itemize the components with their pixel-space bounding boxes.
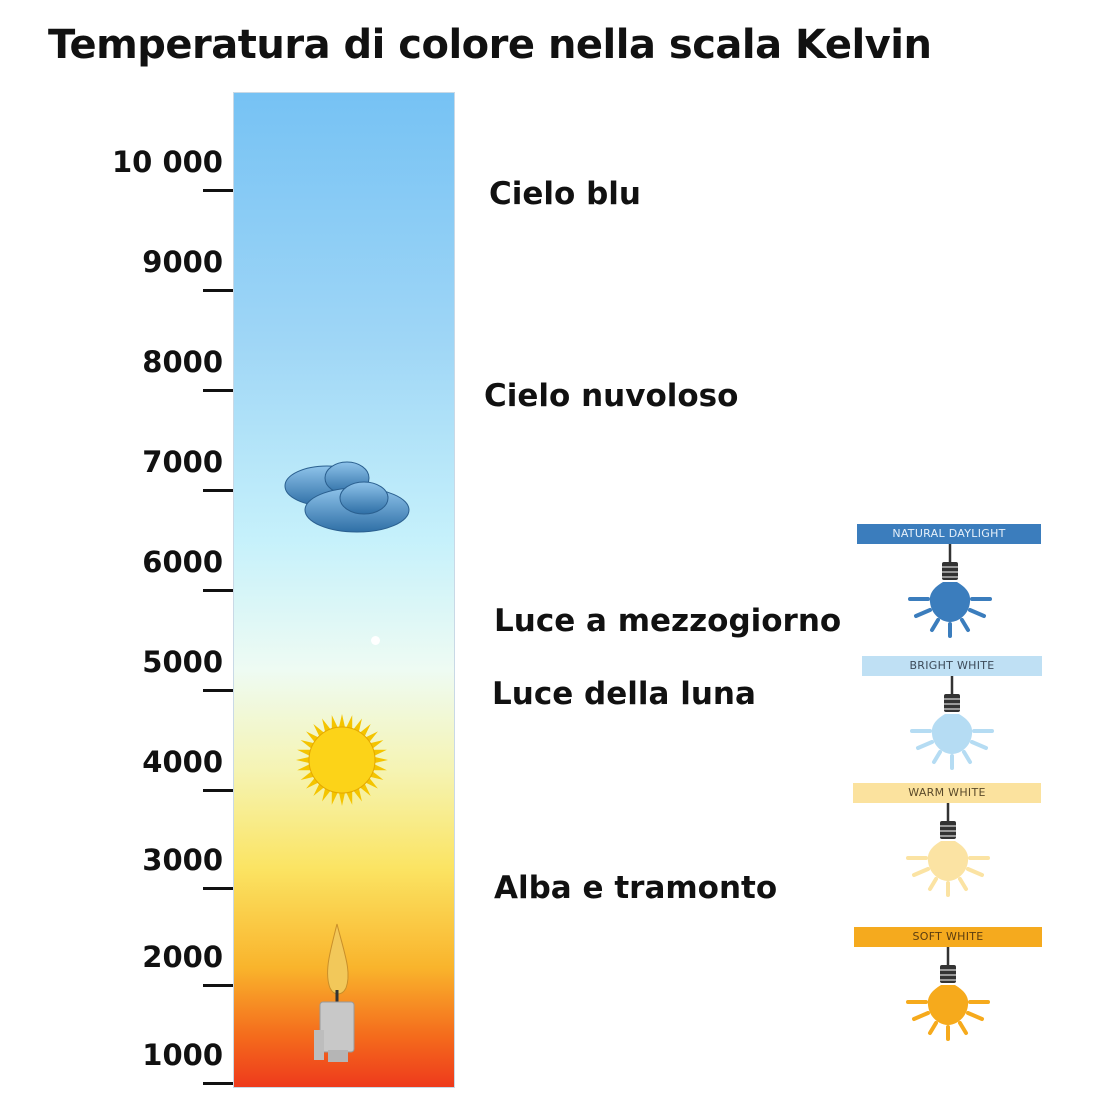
sun-ray <box>370 771 384 780</box>
scale-tick <box>203 389 233 392</box>
scale-tick-label: 1000 <box>142 1038 223 1072</box>
scale-tick <box>203 489 233 492</box>
sun-ray <box>353 788 362 802</box>
sun-ray <box>306 731 319 742</box>
kelvin-gradient-bar <box>233 92 455 1088</box>
candle-icon <box>314 923 355 1062</box>
bulb-label-bright-white: BRIGHT WHITE <box>862 656 1042 676</box>
sun-ray <box>322 788 331 802</box>
sun-ray <box>300 771 314 780</box>
label-luce-luna: Luce della luna <box>492 676 756 712</box>
sun-ray <box>374 757 388 763</box>
lightbulb-icon-bright-white <box>907 676 997 776</box>
sun-ray <box>365 778 378 789</box>
sun-ray <box>346 791 353 805</box>
sun-ray <box>339 792 345 806</box>
label-alba-tramonto: Alba e tramonto <box>494 870 778 906</box>
scale-tick-label: 10 000 <box>112 145 223 179</box>
bulb-label-warm-white: WARM WHITE <box>853 783 1041 803</box>
scale-tick-label: 9000 <box>142 245 223 279</box>
label-luce-mezzogiorno: Luce a mezzogiorno <box>494 603 842 639</box>
sun-ray <box>300 740 314 749</box>
label-cielo-nuvoloso: Cielo nuvoloso <box>484 378 739 414</box>
sun-ray <box>297 749 311 756</box>
scale-tick <box>203 1082 233 1085</box>
scale-tick <box>203 289 233 292</box>
page-title: Temperatura di colore nella scala Kelvin <box>48 22 932 68</box>
lightbulb-icon-soft-white <box>903 947 993 1047</box>
sun-ray <box>297 764 311 771</box>
sun-ray <box>313 724 324 737</box>
sun-ray <box>360 783 371 796</box>
sun-ray <box>353 718 362 732</box>
sun-ray <box>331 715 338 729</box>
lightbulb-icon-warm-white <box>903 803 993 903</box>
sun-ray <box>313 783 324 796</box>
scale-tick-label: 6000 <box>142 545 223 579</box>
sun-ray <box>365 731 378 742</box>
sun-ray <box>373 749 387 756</box>
sun-ray <box>370 740 384 749</box>
scale-tick-label: 5000 <box>142 645 223 679</box>
scale-tick <box>203 689 233 692</box>
scale-tick <box>203 984 233 987</box>
bulb-label-soft-white: SOFT WHITE <box>854 927 1042 947</box>
sun-ray <box>322 718 331 732</box>
sun-ray <box>306 778 319 789</box>
label-cielo-blu: Cielo blu <box>489 176 642 212</box>
sun-ray <box>339 714 345 728</box>
sun-ray <box>360 724 371 737</box>
sun-ray <box>346 715 353 729</box>
lightbulb-icon-natural-daylight <box>905 544 995 644</box>
moon-icon <box>371 636 380 645</box>
scale-tick <box>203 589 233 592</box>
scale-tick <box>203 887 233 890</box>
scale-tick-label: 2000 <box>142 940 223 974</box>
scale-tick-label: 8000 <box>142 345 223 379</box>
sun-ray <box>373 764 387 771</box>
scale-tick-label: 7000 <box>142 445 223 479</box>
sun-icon <box>296 714 388 806</box>
cloud-icon <box>284 461 410 533</box>
sun-ray <box>331 791 338 805</box>
scale-tick-label: 3000 <box>142 843 223 877</box>
sun-ray <box>296 757 310 763</box>
scale-tick-label: 4000 <box>142 745 223 779</box>
scale-tick <box>203 789 233 792</box>
scale-tick <box>203 189 233 192</box>
bulb-label-natural-daylight: NATURAL DAYLIGHT <box>857 524 1041 544</box>
